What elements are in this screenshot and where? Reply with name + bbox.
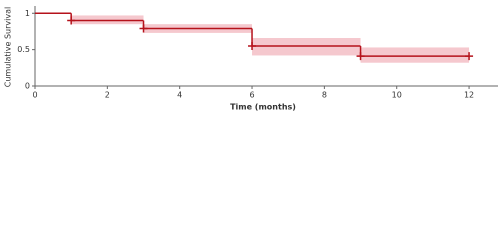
y-axis-title: Cumulative Survival (4, 7, 13, 87)
censor-mark (356, 52, 365, 61)
censor-mark (67, 16, 76, 25)
x-tick-label: 12 (464, 91, 474, 100)
y-tick-label: 1 (25, 9, 30, 18)
x-tick-label: 10 (392, 91, 402, 100)
censor-mark (248, 42, 257, 50)
ci-band (360, 47, 470, 63)
x-tick-label: 6 (249, 91, 254, 100)
x-axis-title: Time (months) (230, 103, 296, 112)
y-tick-label: 0 (25, 82, 30, 91)
x-tick-label: 8 (322, 91, 327, 100)
x-tick-label: 2 (105, 91, 110, 100)
x-tick-label: 4 (177, 91, 182, 100)
chart: Time (months) Cumulative Survival 00.510… (4, 6, 498, 112)
y-tick-label: 0.5 (17, 45, 30, 54)
censor-mark (465, 52, 474, 61)
x-tick-label: 0 (32, 91, 37, 100)
censor-mark (139, 24, 148, 33)
